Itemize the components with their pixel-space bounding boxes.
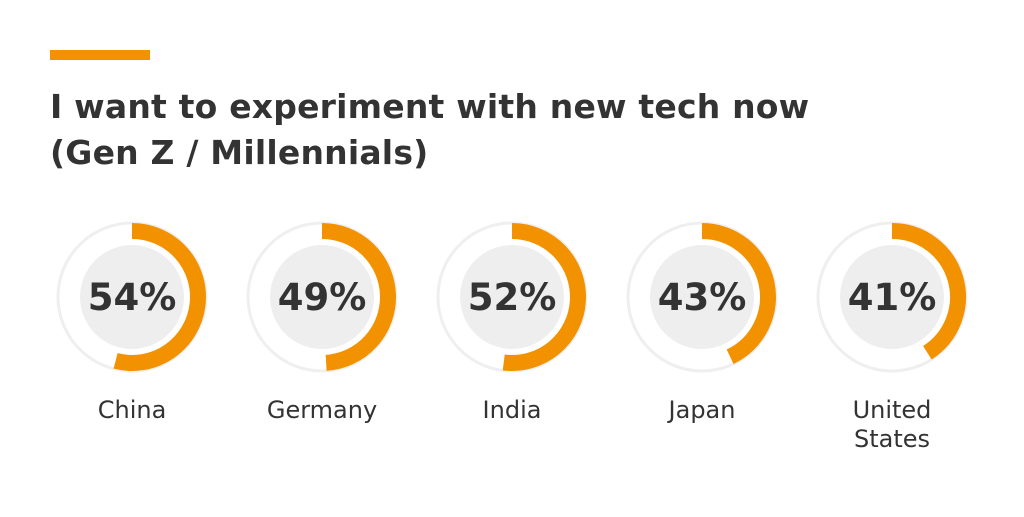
donut-inner-disc xyxy=(460,245,564,349)
donut-inner-disc xyxy=(270,245,374,349)
country-label-line: India xyxy=(482,396,542,424)
chart-title-line-1: I want to experiment with new tech now xyxy=(50,87,810,126)
donut-svg-united-states: 41% xyxy=(816,221,968,373)
chart-title-line-2: (Gen Z / Millennials) xyxy=(50,133,429,172)
donut-germany: 49% Germany xyxy=(237,212,407,425)
country-label-india: India xyxy=(427,396,597,425)
donut-svg-china: 54% xyxy=(56,221,208,373)
country-label-line: Germany xyxy=(266,396,378,424)
country-label-japan: Japan xyxy=(617,396,787,425)
percentage-label-united-states: 41% xyxy=(848,276,937,319)
donut-china: 54% China xyxy=(47,212,217,425)
donut-japan: 43% Japan xyxy=(617,212,787,425)
percentage-label-germany: 49% xyxy=(278,276,367,319)
country-label-united-states: United States xyxy=(807,396,977,454)
donut-united-states: 41% United States xyxy=(807,212,977,454)
percentage-label-india: 52% xyxy=(468,276,557,319)
donut-arc-japan xyxy=(701,223,776,364)
donut-inner-disc xyxy=(650,245,754,349)
donut-arc-china xyxy=(113,223,206,371)
country-label-china: China xyxy=(47,396,217,425)
donut-india: 52% India xyxy=(427,212,597,425)
donut-chart-group: 54% China 49% Germany 52% India 43% Japan 41% Uni… xyxy=(0,212,1024,472)
accent-bar xyxy=(50,50,150,60)
donut-arc-india xyxy=(502,223,586,371)
donut-inner-disc xyxy=(80,245,184,349)
donut-inner-disc xyxy=(840,245,944,349)
country-label-line: United xyxy=(852,396,932,424)
donut-svg-india: 52% xyxy=(436,221,588,373)
country-label-line: States xyxy=(853,425,931,453)
percentage-label-china: 54% xyxy=(88,276,177,319)
percentage-label-japan: 43% xyxy=(658,276,747,319)
country-label-line: Japan xyxy=(668,396,736,424)
donut-svg-japan: 43% xyxy=(626,221,778,373)
donut-arc-united-states xyxy=(891,223,966,360)
donut-arc-germany xyxy=(321,223,396,371)
country-label-line: China xyxy=(97,396,167,424)
chart-title: I want to experiment with new tech now (… xyxy=(50,84,809,176)
country-label-germany: Germany xyxy=(237,396,407,425)
donut-svg-germany: 49% xyxy=(246,221,398,373)
